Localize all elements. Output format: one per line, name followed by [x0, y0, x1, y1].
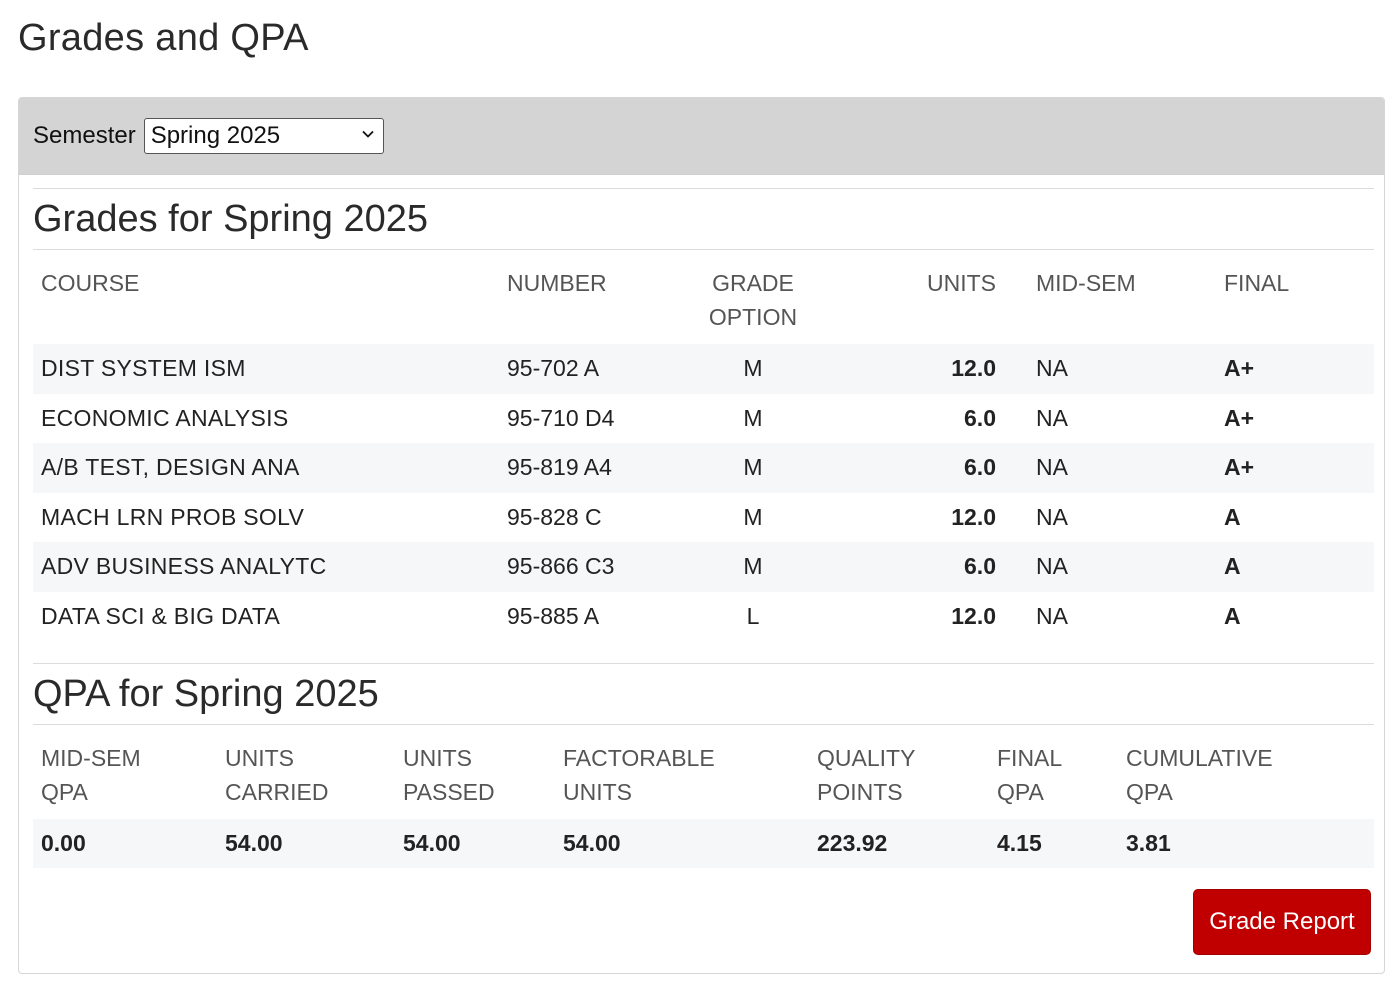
table-row: A/B TEST, DESIGN ANA 95-819 A4 M 6.0 NA … — [33, 443, 1374, 493]
units: 12.0 — [951, 602, 996, 629]
col-header-course: COURSE — [41, 270, 140, 296]
col-header-line: FACTORABLE — [563, 745, 715, 771]
course-name: MACH LRN PROB SOLV — [41, 503, 305, 530]
mid-sem-grade: NA — [1028, 443, 1216, 493]
col-header-final-qpa: FINAL QPA — [989, 725, 1118, 819]
final-grade: A+ — [1216, 344, 1374, 394]
grade-option: M — [685, 542, 821, 592]
course-name: DIST SYSTEM ISM — [33, 344, 499, 394]
units: 12.0 — [951, 503, 996, 530]
col-header-line: UNITS — [403, 745, 472, 771]
col-header-grade-option-line1: GRADE — [712, 270, 794, 296]
qpa-section: QPA for Spring 2025 MID-SEM QPA U — [33, 663, 1374, 868]
units-passed-value: 54.00 — [395, 819, 555, 868]
qpa-table: MID-SEM QPA UNITS CARRIED UNITS PASSED F… — [33, 725, 1374, 868]
divider — [33, 663, 1374, 664]
table-row: MACH LRN PROB SOLV 95-828 C M 12.0 NA A — [33, 493, 1374, 543]
grades-header-row: COURSE NUMBER GRADE OPTION UNITS MID-SEM… — [33, 250, 1374, 344]
course-name: A/B TEST, DESIGN ANA — [33, 443, 499, 493]
table-row: DATA SCI & BIG DATA 95-885 A L 12.0 NA A — [33, 592, 1374, 642]
semester-select-value: Spring 2025 — [150, 122, 281, 149]
col-header-factorable-units: FACTORABLE UNITS — [555, 725, 809, 819]
grades-table: COURSE NUMBER GRADE OPTION UNITS MID-SEM… — [33, 250, 1374, 641]
mid-sem-grade: NA — [1028, 542, 1216, 592]
table-row: DIST SYSTEM ISM 95-702 A M 12.0 NA A+ — [33, 344, 1374, 394]
course-number: 95-819 A4 — [499, 443, 685, 493]
course-number: 95-828 C — [507, 503, 602, 530]
final-grade: A — [1224, 503, 1241, 530]
course-number: 95-885 A — [507, 602, 600, 629]
col-header-quality-points: QUALITY POINTS — [809, 725, 989, 819]
grades-panel: Semester Spring 2025 Grades for Spring 2… — [18, 97, 1385, 974]
page-title: Grades and QPA — [18, 17, 309, 59]
col-header-line: QPA — [997, 779, 1044, 805]
col-header-units-carried: UNITS CARRIED — [217, 725, 395, 819]
factorable-units-value: 54.00 — [555, 819, 809, 868]
grade-option: M — [685, 344, 821, 394]
course-name: ECONOMIC ANALYSIS — [41, 404, 289, 431]
table-row: ECONOMIC ANALYSIS 95-710 D4 M 6.0 NA A+ — [33, 394, 1374, 444]
final-grade: A — [1216, 542, 1374, 592]
table-row: ADV BUSINESS ANALYTC 95-866 C3 M 6.0 NA … — [33, 542, 1374, 592]
grade-option: M — [743, 503, 763, 530]
mid-sem-grade: NA — [1036, 404, 1068, 431]
mid-sem-grade: NA — [1028, 344, 1216, 394]
grades-section-title: Grades for Spring 2025 — [33, 189, 1374, 250]
semester-label: Semester — [33, 122, 136, 149]
course-number: 95-702 A — [499, 344, 685, 394]
grade-option: L — [746, 602, 760, 629]
units: 6.0 — [964, 404, 996, 431]
final-grade: A+ — [1216, 443, 1374, 493]
col-header-mid-sem-qpa: MID-SEM QPA — [33, 725, 217, 819]
col-header-line: QUALITY — [817, 745, 916, 771]
final-grade: A — [1224, 602, 1241, 629]
mid-sem-qpa-value: 0.00 — [33, 819, 217, 868]
col-header-line: PASSED — [403, 779, 495, 805]
units: 12.0 — [821, 344, 1028, 394]
mid-sem-grade: NA — [1036, 503, 1068, 530]
grades-section: Grades for Spring 2025 COURSE NUMBER GRA… — [33, 188, 1374, 641]
col-header-grade-option-line2: OPTION — [708, 304, 798, 330]
col-header-units: UNITS — [927, 270, 996, 296]
col-header-line: CUMULATIVE — [1126, 745, 1273, 771]
course-name: DATA SCI & BIG DATA — [41, 602, 281, 629]
semester-select[interactable]: Spring 2025 — [143, 118, 384, 154]
course-name: ADV BUSINESS ANALYTC — [33, 542, 499, 592]
qpa-section-title: QPA for Spring 2025 — [33, 664, 1374, 725]
qpa-header-row: MID-SEM QPA UNITS CARRIED UNITS PASSED F… — [33, 725, 1374, 819]
divider — [33, 188, 1374, 189]
semester-filter-bar: Semester Spring 2025 — [19, 98, 1384, 175]
col-header-line: UNITS — [225, 745, 294, 771]
units: 6.0 — [821, 443, 1028, 493]
col-header-line: FINAL — [997, 745, 1063, 771]
col-header-line: QPA — [41, 779, 88, 805]
col-header-final: FINAL — [1224, 270, 1290, 296]
col-header-line: POINTS — [817, 779, 903, 805]
grade-option: M — [743, 404, 763, 431]
col-header-line: MID-SEM — [41, 745, 141, 771]
col-header-grade-option: GRADE OPTION — [685, 250, 821, 344]
units: 6.0 — [821, 542, 1028, 592]
chevron-down-icon — [362, 130, 374, 138]
col-header-cumulative-qpa: CUMULATIVE QPA — [1118, 725, 1374, 819]
final-grade: A+ — [1224, 404, 1255, 431]
course-number: 95-710 D4 — [507, 404, 615, 431]
final-qpa-value: 4.15 — [989, 819, 1118, 868]
grade-option: M — [685, 443, 821, 493]
grade-report-button[interactable]: Grade Report — [1193, 889, 1371, 955]
mid-sem-grade: NA — [1036, 602, 1068, 629]
col-header-line: QPA — [1126, 779, 1173, 805]
units-carried-value: 54.00 — [217, 819, 395, 868]
col-header-mid-sem: MID-SEM — [1036, 270, 1136, 296]
qpa-values-row: 0.00 54.00 54.00 54.00 223.92 4.15 3.81 — [33, 819, 1374, 868]
col-header-units-passed: UNITS PASSED — [395, 725, 555, 819]
cumulative-qpa-value: 3.81 — [1118, 819, 1374, 868]
quality-points-value: 223.92 — [809, 819, 989, 868]
col-header-number: NUMBER — [507, 270, 607, 296]
course-number: 95-866 C3 — [499, 542, 685, 592]
col-header-line: CARRIED — [225, 779, 329, 805]
col-header-line: UNITS — [563, 779, 632, 805]
